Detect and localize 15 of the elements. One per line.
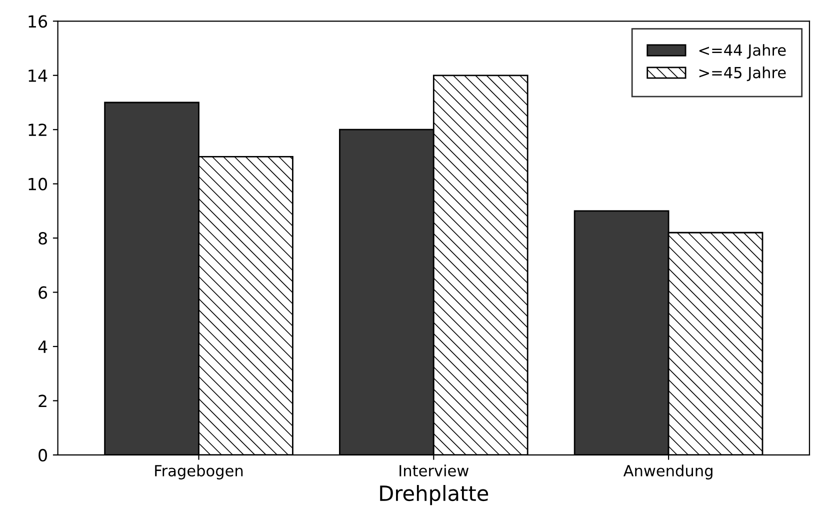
y-tick-label: 8: [38, 232, 47, 245]
y-tick-label: 0: [38, 448, 47, 462]
y-tick-label: 2: [38, 394, 46, 408]
y-tick-label: 4: [38, 340, 48, 353]
y-tick-label: 14: [28, 70, 48, 82]
x-tick-label: Interview: [400, 464, 469, 476]
y-tick-label: 6: [38, 286, 48, 299]
legend-label: >=45 Jahre: [699, 66, 786, 82]
x-tick-label: Anwendung: [623, 464, 712, 480]
x-tick-label: Fragebogen: [155, 464, 243, 480]
y-tick-label: 12: [28, 124, 46, 136]
y-tick-label: 16: [28, 15, 48, 28]
y-tick-label: 10: [28, 178, 47, 190]
legend-label: <=44 Jahre: [699, 44, 786, 59]
x-axis-title: Drehplatte: [380, 485, 488, 506]
